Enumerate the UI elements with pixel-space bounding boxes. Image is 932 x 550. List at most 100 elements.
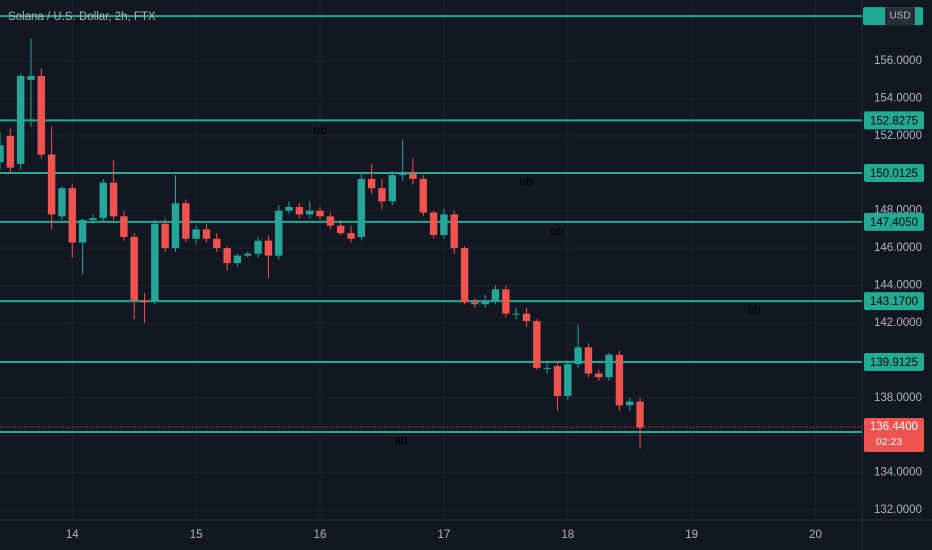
x-tick-label: 16: [314, 529, 327, 541]
candle-body: [6, 135, 15, 168]
candle-body: [326, 216, 335, 226]
candle-body: [120, 216, 128, 237]
candle-body: [584, 347, 593, 374]
candle-body: [0, 145, 4, 163]
candle-body: [450, 214, 458, 249]
candle-body: [99, 182, 107, 219]
candle-body: [553, 366, 562, 396]
candle-body: [367, 178, 376, 189]
candle-body: [388, 175, 397, 202]
candle-body: [409, 173, 417, 179]
candle-body: [460, 248, 469, 303]
candle-body: [615, 354, 624, 406]
candle-body: [491, 289, 500, 301]
candle-body: [68, 188, 76, 243]
y-tick-label: 142.0000: [874, 317, 922, 329]
candles: [0, 38, 644, 449]
level-label-box: [864, 353, 924, 372]
candle-body: [533, 321, 541, 368]
candle-body: [429, 212, 438, 236]
x-tick-label: 17: [438, 529, 451, 541]
y-tick-label: 156.0000: [874, 55, 922, 67]
candle-body: [522, 313, 531, 322]
labels: 132.0000134.0000136.0000138.0000140.0000…: [66, 7, 924, 541]
annotation: ob: [313, 123, 327, 137]
y-tick-label: 152.0000: [874, 130, 922, 142]
last-price-box: [864, 418, 924, 453]
y-tick-label: 146.0000: [874, 242, 922, 254]
candle-body: [171, 203, 180, 249]
level-label-box: [864, 212, 924, 231]
level-label: 143.1700: [870, 296, 918, 308]
candle-body: [192, 229, 200, 239]
candle-body: [564, 364, 572, 396]
candle-body: [151, 223, 159, 301]
candle-body: [109, 182, 118, 217]
y-tick-label: 134.0000: [874, 467, 922, 479]
candle-body: [626, 401, 634, 406]
candle-body: [233, 255, 242, 264]
x-tick-label: 20: [809, 529, 822, 541]
annotation: ob: [550, 224, 564, 238]
level-label-box: [864, 164, 924, 183]
candle-body: [275, 210, 283, 256]
x-tick-label: 15: [190, 529, 203, 541]
candle-body: [419, 178, 427, 213]
candle-body: [89, 218, 97, 221]
y-tick-label: 154.0000: [874, 92, 922, 104]
level-label: 152.8275: [870, 115, 918, 127]
candle-body: [595, 373, 603, 378]
candle-body: [264, 240, 273, 256]
candle-body: [16, 75, 25, 164]
candle-body: [481, 300, 489, 305]
candle-body: [543, 367, 551, 369]
level-label: 139.9125: [870, 357, 918, 369]
candle-body: [140, 300, 149, 303]
candle-body: [605, 354, 613, 378]
candle-body: [440, 214, 448, 236]
candle-body: [471, 302, 479, 305]
candle-body: [27, 75, 35, 80]
candle-body: [574, 347, 582, 365]
candle-body: [357, 178, 366, 237]
level-label-box: [864, 292, 924, 311]
candle-body: [78, 220, 87, 243]
candle-body: [161, 223, 169, 249]
candle-body: [378, 188, 386, 202]
candle-body: [316, 210, 324, 217]
level-label-box: [864, 111, 924, 130]
candle-body: [254, 240, 262, 254]
grid: [0, 0, 862, 520]
candle-body: [305, 210, 314, 215]
currency-label: USD: [889, 11, 910, 22]
candle-body: [398, 173, 407, 176]
candle-body: [636, 401, 644, 428]
candle-body: [285, 206, 293, 211]
candle-body: [213, 238, 221, 249]
candle-body: [223, 248, 231, 264]
x-tick-label: 18: [561, 529, 574, 541]
candle-body: [202, 229, 211, 239]
candle-body: [502, 289, 510, 314]
candle-body: [244, 253, 252, 256]
candle-body: [512, 313, 520, 315]
last-price-label: 136.4400: [870, 421, 918, 433]
chart-title: Solana / U.S. Dollar, 2h, FTX: [8, 11, 156, 23]
candle-body: [58, 188, 66, 217]
currency-badge: [885, 7, 915, 26]
candle-body: [182, 203, 190, 239]
x-tick-label: 19: [685, 529, 698, 541]
annotation: ab: [394, 433, 408, 447]
candle-body: [295, 206, 304, 215]
candle-body: [347, 233, 355, 239]
level-label: 150.0125: [870, 168, 918, 180]
annotation: ob: [519, 174, 533, 188]
y-tick-label: 132.0000: [874, 504, 922, 516]
candle-body: [130, 236, 138, 301]
level-label: 147.4050: [870, 217, 918, 229]
annotation: ab: [747, 302, 761, 316]
countdown-label: 02:23: [876, 436, 902, 448]
y-tick-label: 138.0000: [874, 392, 922, 404]
x-tick-label: 14: [66, 529, 79, 541]
